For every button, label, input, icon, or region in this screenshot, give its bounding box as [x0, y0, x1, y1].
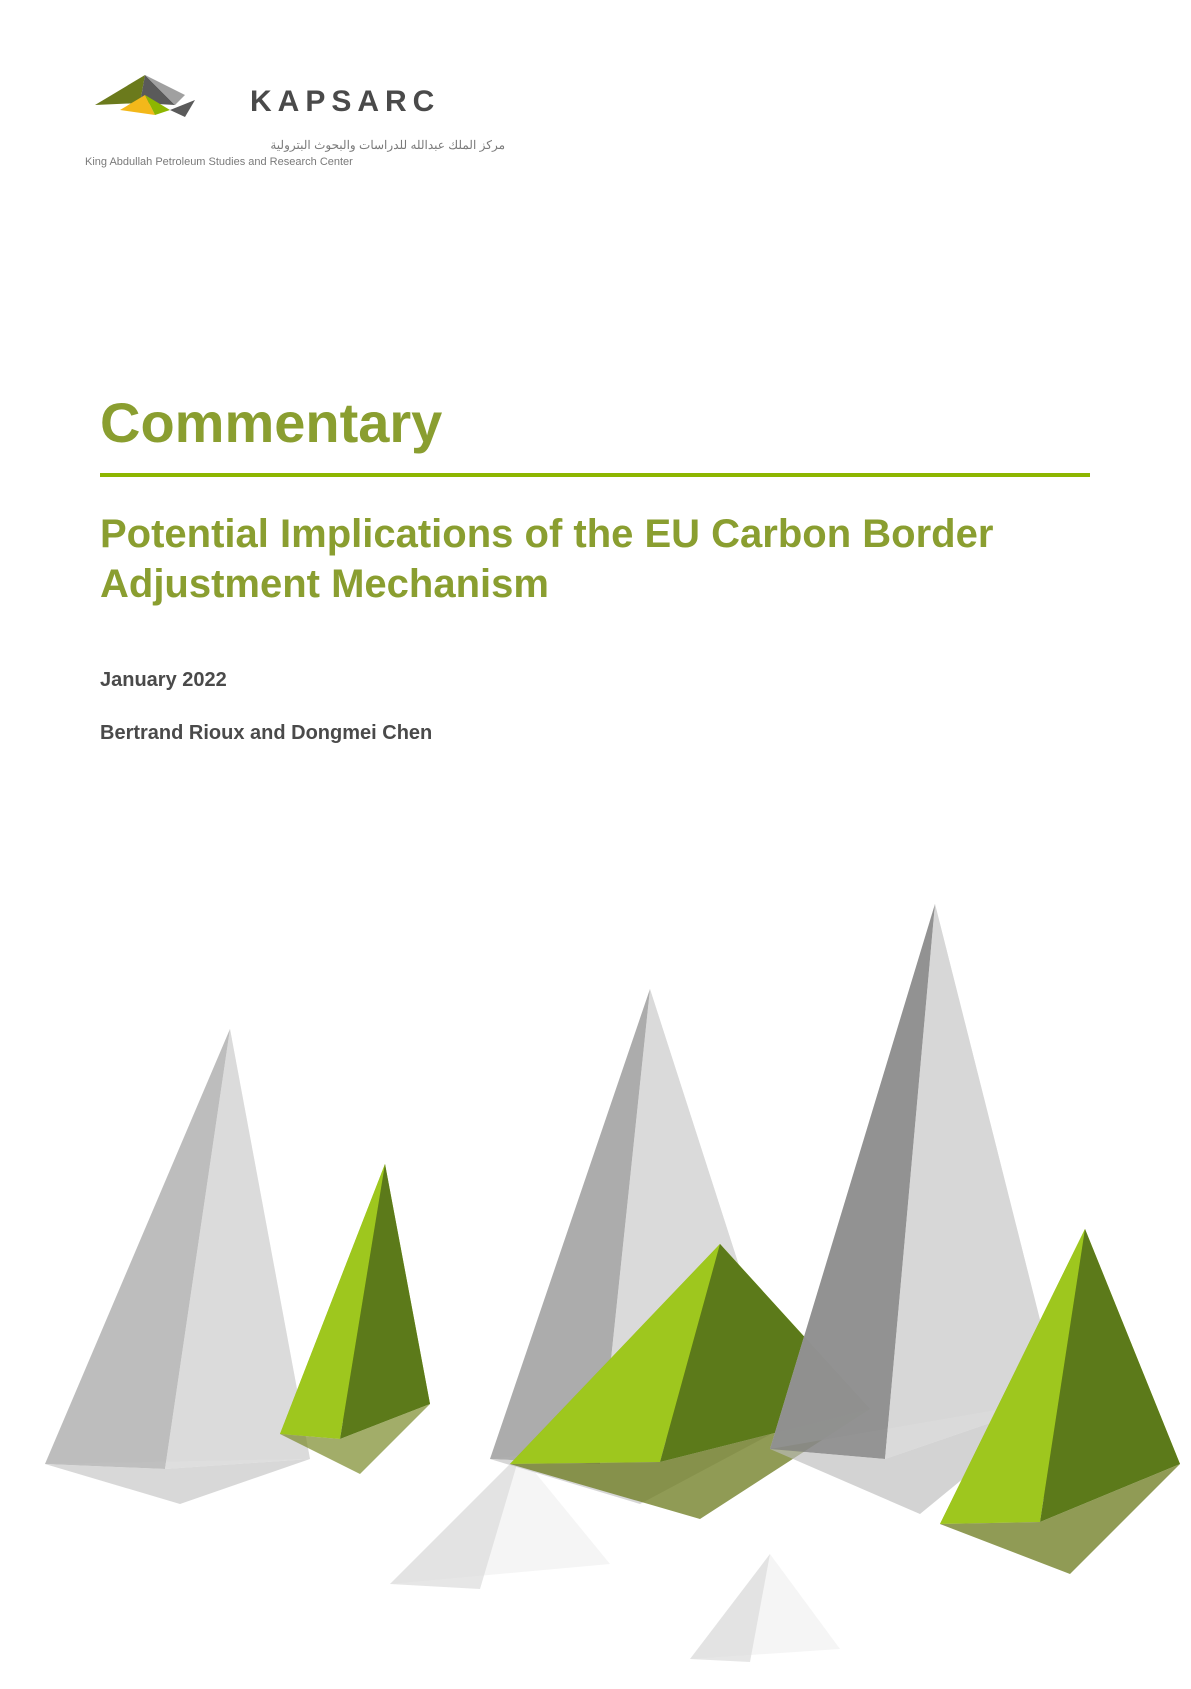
- logo-graphic: [85, 55, 225, 130]
- pyramids-graphic: [0, 904, 1191, 1684]
- logo-area: KAPSARC مركز الملك عبدالله للدراسات والب…: [85, 55, 505, 168]
- heading-divider: [100, 473, 1090, 477]
- logo-subtitle: King Abdullah Petroleum Studies and Rese…: [85, 156, 505, 168]
- heading-section: Commentary Potential Implications of the…: [100, 390, 1090, 745]
- document-heading: Commentary: [100, 390, 1090, 455]
- document-authors: Bertrand Rioux and Dongmei Chen: [100, 722, 1090, 745]
- document-date: January 2022: [100, 669, 1090, 692]
- logo-icon: [85, 55, 225, 130]
- logo-arabic-text: مركز الملك عبدالله للدراسات والبحوث البت…: [85, 138, 505, 152]
- logo-brand-name: KAPSARC: [250, 85, 440, 119]
- document-title: Potential Implications of the EU Carbon …: [100, 509, 1090, 609]
- cover-graphic: [0, 904, 1191, 1684]
